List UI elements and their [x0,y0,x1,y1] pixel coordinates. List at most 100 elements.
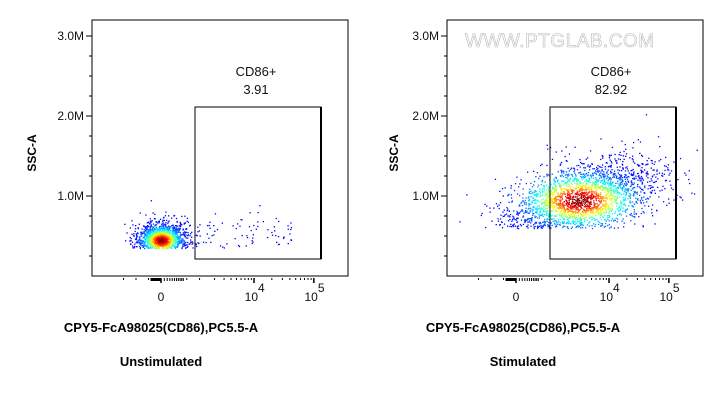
event-dot [647,163,649,165]
event-dot [621,188,623,190]
event-dot [511,220,513,222]
event-dot [546,210,548,212]
event-dot [161,225,164,227]
event-dot [570,182,573,184]
event-dot [143,236,145,238]
event-dot [134,230,136,233]
event-dot [172,230,174,232]
event-dot [558,208,560,210]
event-dot [546,144,548,146]
event-dot [587,210,589,213]
event-dot [147,232,149,234]
event-dot [631,188,634,190]
x-axis-label: CPY5-FcA98025(CD86),PC5.5-A [425,320,621,335]
event-dot [635,192,637,194]
event-dot [620,214,623,216]
event-dot [160,241,163,243]
event-dot [629,157,631,159]
event-dot [582,182,584,184]
event-dot [143,225,145,227]
event-dot [586,183,589,185]
event-dot [568,173,570,175]
event-dot [151,228,154,230]
event-dot [513,210,515,212]
event-dot [540,227,542,229]
event-dot [558,206,560,208]
event-dot [617,187,619,189]
event-dot [602,175,604,177]
event-dot [631,174,633,176]
event-dot [621,179,623,181]
event-dot [165,235,167,237]
event-dot [274,230,276,232]
event-dot [637,164,640,166]
event-dot [563,207,565,209]
event-dot [610,194,612,197]
event-dot [581,190,583,192]
event-dot [606,197,608,199]
event-dot [174,239,176,241]
event-dot [578,194,581,196]
event-dot [588,196,591,198]
event-dot [568,197,570,200]
event-dot [608,223,611,226]
event-dot [605,200,607,202]
event-dot [628,205,630,207]
event-dot [560,169,562,171]
event-dot [677,179,679,181]
event-dot [594,181,596,183]
event-dot [579,197,581,199]
event-dot [563,213,565,215]
event-dot [614,212,616,214]
event-dot [516,210,518,213]
event-dot [179,234,181,236]
event-dot [536,207,538,209]
event-dot [548,186,550,188]
event-dot [634,162,636,164]
event-dot [591,185,593,187]
event-dot [147,237,149,239]
event-dot [572,167,574,169]
event-dot [550,227,552,229]
event-dot [140,242,142,244]
event-dot [596,168,598,170]
event-dot [196,245,198,248]
event-dot [587,202,589,204]
event-dot [572,199,574,201]
event-dot [559,202,562,205]
event-dot [149,239,151,241]
event-dot [178,236,180,239]
event-dot [500,221,503,223]
event-dot [604,187,606,189]
event-dot [147,224,149,227]
event-dot [544,224,546,226]
event-dot [573,215,575,217]
event-dot [615,187,618,189]
event-dot [516,212,519,214]
event-dot [610,177,612,180]
event-dot [594,207,596,209]
event-dot [595,184,597,186]
event-dot [632,194,634,196]
event-dot [536,205,539,207]
event-dot [650,192,652,194]
event-dot [529,188,531,190]
event-dot [177,243,179,246]
event-dot [557,179,559,181]
event-dot [561,215,563,217]
event-dot [568,179,570,181]
event-dot [160,225,163,227]
event-dot [545,210,547,212]
event-dot [617,214,619,216]
event-dot [559,197,562,199]
event-dot [591,210,593,212]
event-dot [616,221,618,223]
event-dot [130,238,132,240]
event-dot [614,153,616,156]
event-dot [569,198,571,200]
event-dot [139,242,141,244]
event-dot [545,213,547,215]
event-dot [585,201,587,203]
event-dot [506,209,508,212]
event-dot [150,243,152,245]
